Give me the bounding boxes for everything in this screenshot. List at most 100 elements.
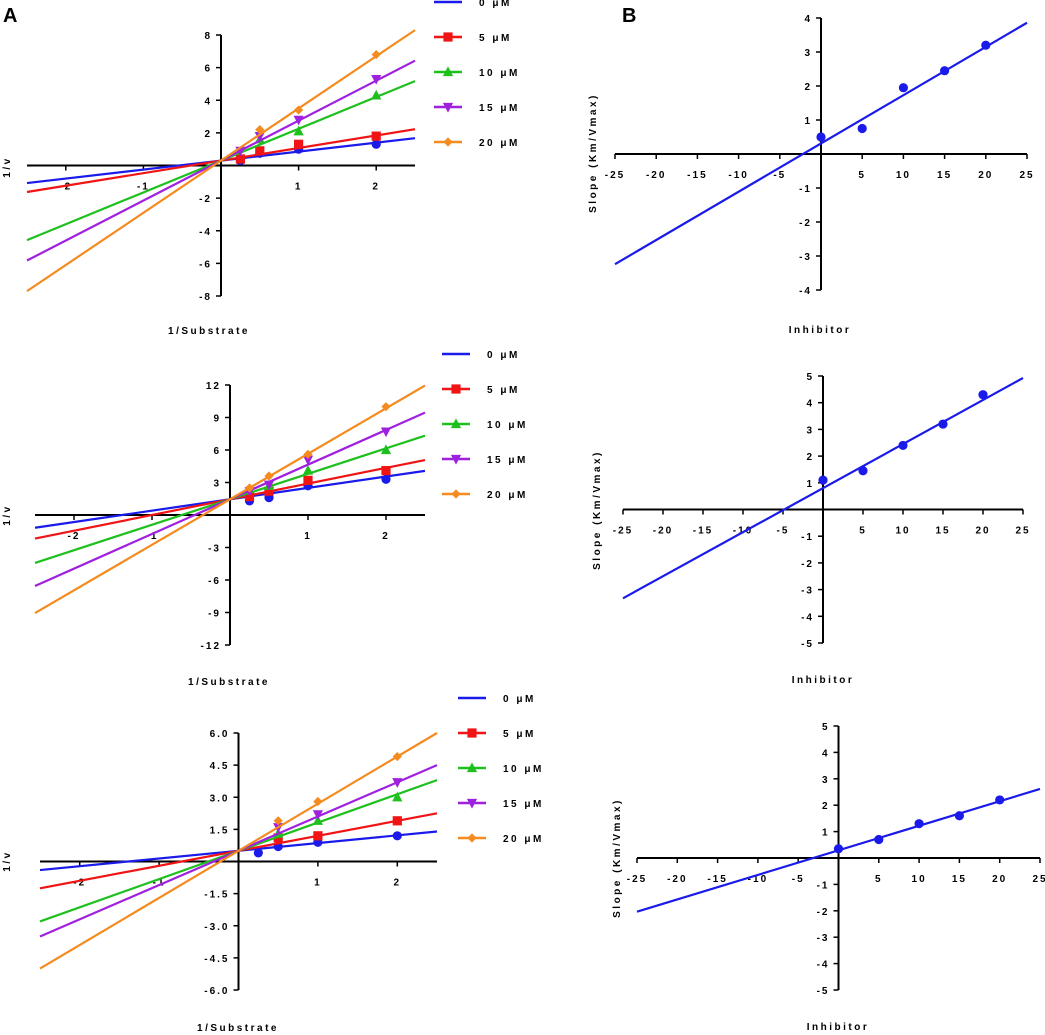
data-point [857, 123, 867, 134]
y-tick-label: 4 [806, 399, 814, 410]
x-tick-label: -2 [68, 531, 81, 542]
y-tick-label: 1.5 [210, 825, 230, 836]
legend-label: 20 μM [487, 490, 528, 501]
legend-marker [467, 728, 477, 738]
series-line [622, 377, 1024, 600]
y-tick-label: 4 [204, 96, 212, 107]
x-tick-label: -15 [687, 170, 707, 181]
data-point [253, 848, 263, 858]
y-tick-label: 4 [822, 748, 830, 759]
data-point [995, 795, 1005, 805]
legend-label: 0 μM [503, 694, 536, 705]
y-tick-label: 1 [822, 828, 830, 839]
legend-label: 5 μM [479, 33, 512, 44]
data-point [254, 132, 265, 142]
x-tick-label: 5 [858, 170, 866, 181]
y-tick-label: -9 [208, 609, 221, 620]
x-tick-label: -5 [777, 526, 790, 537]
legend-label: 10 μM [503, 764, 544, 775]
y-axis-title: 1/v [2, 156, 13, 177]
y-tick-label: 12 [206, 381, 221, 392]
x-tick-label: 1 [314, 878, 322, 889]
y-tick-label: -12 [201, 641, 221, 652]
y-tick-label: 3.0 [210, 793, 230, 804]
x-tick-label: -25 [613, 526, 633, 537]
data-point [380, 427, 392, 438]
legend-marker [451, 384, 461, 394]
series-1 [614, 21, 1028, 266]
y-tick-label: 1 [806, 479, 814, 490]
y-tick-label: -3 [801, 586, 814, 597]
y-tick-label: -2 [801, 559, 814, 570]
legend-marker [442, 102, 454, 113]
x-tick-label: -20 [653, 526, 673, 537]
panel-label-b: B [622, 5, 636, 27]
data-point [371, 49, 381, 60]
data-point [312, 810, 323, 820]
data-point [264, 486, 274, 496]
x-axis-title: Inhibitor [807, 1022, 870, 1033]
x-tick-label: 5 [875, 874, 883, 885]
data-point [255, 125, 265, 135]
series-line [26, 29, 416, 293]
x-tick-label: 10 [896, 170, 911, 181]
data-point [294, 139, 304, 149]
x-tick-label: 25 [1015, 526, 1030, 537]
legend-marker [443, 137, 453, 147]
y-tick-label: 2 [804, 82, 812, 93]
data-point [293, 115, 304, 126]
data-point [302, 455, 314, 466]
data-point [371, 131, 381, 141]
data-point [940, 66, 950, 76]
legend-marker [466, 798, 478, 809]
y-tick-label: 6.0 [210, 729, 230, 740]
data-point [380, 444, 392, 455]
data-point [816, 132, 826, 142]
legend: 0 μM 5 μM 10 μM 15 μM 20 μM [458, 694, 544, 845]
y-tick-label: -1 [799, 184, 812, 195]
y-tick-label: 5 [806, 372, 814, 383]
legend-label: 5 μM [487, 385, 520, 396]
data-point [858, 466, 868, 476]
y-tick-label: 2 [204, 129, 212, 140]
y-axis-title: 1/v [2, 850, 13, 871]
series-line [34, 384, 426, 614]
legend-label: 15 μM [487, 455, 528, 466]
legend-label: 15 μM [479, 103, 520, 114]
x-tick-label: 2 [372, 182, 380, 193]
y-tick-label: -1.5 [204, 890, 229, 901]
series-5 [34, 384, 426, 614]
data-point [303, 475, 313, 485]
data-point [264, 471, 274, 481]
legend-marker [467, 833, 477, 843]
x-axis-title: 1/Substrate [188, 677, 270, 688]
x-tick-label: -5 [773, 170, 786, 181]
chart-5: -2 -1 1 2 6.0 4.5 3.0 1.5 -1.5 -3.0 -4.5 -6.0 1/Subs… [2, 694, 544, 1034]
data-point [255, 146, 265, 156]
data-point [293, 125, 304, 136]
chart-6: -25 -20 -15 -10 -5 5 10 15 20 25 5 4 3 2 1 -1 -2 -3 -4 -5 In… [612, 722, 1045, 1033]
y-tick-label: 2 [806, 452, 814, 463]
x-tick-label: -25 [627, 874, 647, 885]
legend: 0 μM 5 μM 10 μM 15 μM 20 μM [434, 0, 520, 149]
data-point [818, 475, 828, 485]
data-point [235, 154, 245, 164]
x-axis-title: 1/Substrate [197, 1023, 279, 1034]
y-tick-label: -3.0 [204, 922, 229, 933]
x-tick-label: -25 [605, 170, 625, 181]
series-5 [26, 29, 416, 293]
legend-marker [450, 418, 462, 429]
y-tick-label: -6 [208, 576, 221, 587]
y-tick-label: 5 [822, 722, 830, 733]
legend-label: 0 μM [487, 350, 520, 361]
data-point [978, 390, 988, 400]
data-point [313, 796, 323, 807]
y-tick-label: -2 [799, 218, 812, 229]
x-tick-label: 25 [1019, 170, 1034, 181]
data-point [392, 791, 403, 802]
y-tick-label: 2 [822, 801, 830, 812]
y-tick-label: -1 [801, 532, 814, 543]
y-tick-label: -1 [817, 880, 830, 891]
y-tick-label: 4.5 [210, 761, 230, 772]
